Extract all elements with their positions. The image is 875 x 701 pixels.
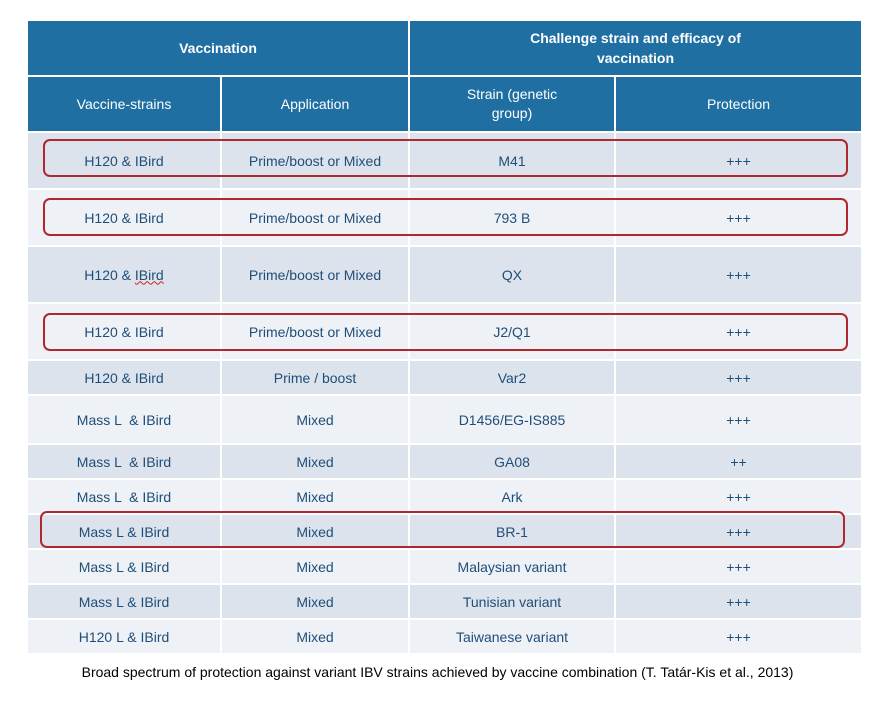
table-row: H120 & IBird Prime/boost or Mixed 793 B … (28, 188, 862, 245)
vaccine-cell: H120 & IBird (28, 302, 222, 359)
application-cell: Mixed (222, 394, 410, 443)
strain-cell: D1456/EG-IS885 (410, 394, 616, 443)
vaccine-cell: H120 & IBird (28, 188, 222, 245)
application-cell: Prime/boost or Mixed (222, 188, 410, 245)
protection-cell: +++ (616, 583, 862, 618)
application-cell: Mixed (222, 513, 410, 548)
application-cell: Mixed (222, 478, 410, 513)
protection-cell: +++ (616, 513, 862, 548)
application-cell: Mixed (222, 443, 410, 478)
protection-cell: +++ (616, 618, 862, 653)
strain-cell: GA08 (410, 443, 616, 478)
application-cell: Mixed (222, 583, 410, 618)
table-row: Mass L & IBird Mixed GA08 ++ (28, 443, 862, 478)
header-row-top: Vaccination Challenge strain and efficac… (28, 21, 862, 77)
protection-cell: +++ (616, 548, 862, 583)
vaccine-cell: Mass L & IBird (28, 478, 222, 513)
header-row-columns: Vaccine-strains Application Strain (gene… (28, 77, 862, 131)
protection-cell: +++ (616, 394, 862, 443)
application-cell: Prime / boost (222, 359, 410, 394)
vaccine-cell: Mass L & IBird (28, 513, 222, 548)
application-header: Application (222, 77, 410, 131)
strain-cell: 793 B (410, 188, 616, 245)
protection-cell: +++ (616, 131, 862, 188)
vaccination-header: Vaccination (28, 21, 410, 77)
strain-cell: Ark (410, 478, 616, 513)
challenge-header: Challenge strain and efficacy of vaccina… (410, 21, 862, 77)
vaccine-cell-prefix: H120 & (84, 266, 135, 283)
protection-cell: +++ (616, 359, 862, 394)
protection-cell: +++ (616, 302, 862, 359)
vaccine-cell: H120 L & IBird (28, 618, 222, 653)
strain-cell: QX (410, 245, 616, 302)
table-row: Mass L & IBird Mixed Tunisian variant ++… (28, 583, 862, 618)
vaccination-table: Vaccination Challenge strain and efficac… (28, 21, 862, 653)
strain-cell: BR-1 (410, 513, 616, 548)
strain-cell: Tunisian variant (410, 583, 616, 618)
spellcheck-underlined-word: IBird (134, 266, 164, 283)
application-cell: Prime/boost or Mixed (222, 131, 410, 188)
table-row: Mass L & IBird Mixed D1456/EG-IS885 +++ (28, 394, 862, 443)
vaccine-cell: Mass L & IBird (28, 548, 222, 583)
protection-cell: ++ (616, 443, 862, 478)
strain-cell: M41 (410, 131, 616, 188)
strain-cell: J2/Q1 (410, 302, 616, 359)
table-row: H120 & IBird Prime/boost or Mixed M41 ++… (28, 131, 862, 188)
table-row: H120 & IBird Prime / boost Var2 +++ (28, 359, 862, 394)
protection-cell: +++ (616, 478, 862, 513)
table-caption: Broad spectrum of protection against var… (81, 664, 794, 680)
application-cell: Prime/boost or Mixed (222, 245, 410, 302)
strain-cell: Malaysian variant (410, 548, 616, 583)
strain-header: Strain (genetic group) (410, 77, 616, 131)
vaccine-cell: H120 & IBird (28, 131, 222, 188)
table-row: H120 L & IBird Mixed Taiwanese variant +… (28, 618, 862, 653)
application-cell: Prime/boost or Mixed (222, 302, 410, 359)
application-cell: Mixed (222, 548, 410, 583)
vaccine-cell: H120 & IBird (28, 359, 222, 394)
strain-cell: Taiwanese variant (410, 618, 616, 653)
vaccine-cell: Mass L & IBird (28, 443, 222, 478)
table-row: Mass L & IBird Mixed BR-1 +++ (28, 513, 862, 548)
table-row: H120 & IBird Prime/boost or Mixed QX +++ (28, 245, 862, 302)
protection-header: Protection (616, 77, 862, 131)
strain-cell: Var2 (410, 359, 616, 394)
application-cell: Mixed (222, 618, 410, 653)
table-row: Mass L & IBird Mixed Ark +++ (28, 478, 862, 513)
vaccine-cell: H120 & IBird (28, 245, 222, 302)
vaccine-cell: Mass L & IBird (28, 583, 222, 618)
table-row: Mass L & IBird Mixed Malaysian variant +… (28, 548, 862, 583)
vaccine-cell: Mass L & IBird (28, 394, 222, 443)
protection-cell: +++ (616, 245, 862, 302)
vaccine-strains-header: Vaccine-strains (28, 77, 222, 131)
protection-cell: +++ (616, 188, 862, 245)
table-row: H120 & IBird Prime/boost or Mixed J2/Q1 … (28, 302, 862, 359)
